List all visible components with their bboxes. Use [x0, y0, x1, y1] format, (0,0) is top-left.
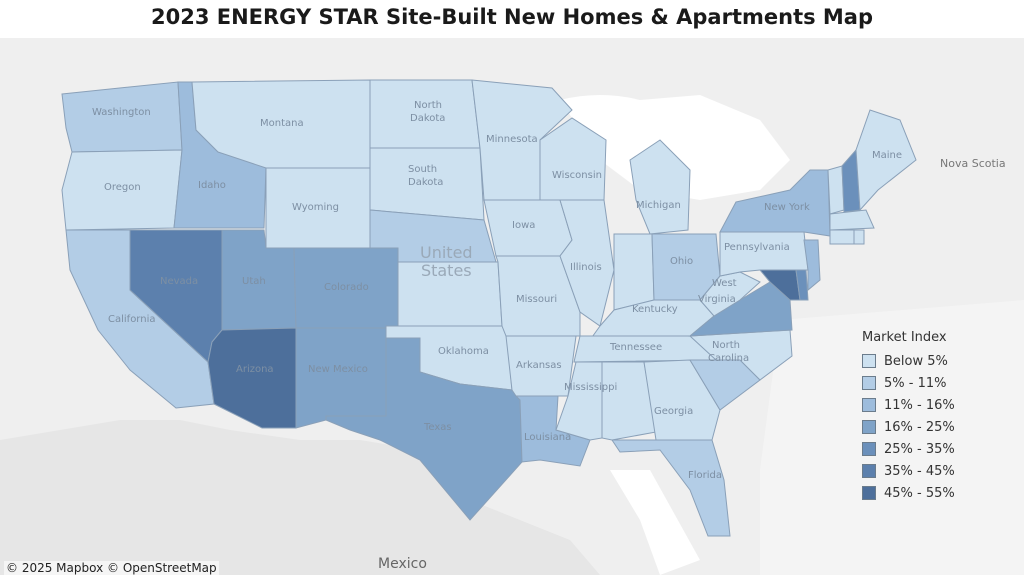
state-georgia[interactable] [643, 359, 721, 441]
choropleth-map[interactable]: Washington Oregon California Nevada Idah… [0, 38, 1024, 575]
label-nevada: Nevada [160, 276, 198, 287]
legend-item[interactable]: 16% - 25% [862, 416, 1012, 438]
label-iowa: Iowa [512, 220, 535, 231]
state-maine[interactable] [855, 109, 917, 212]
legend-swatch [862, 354, 876, 368]
legend-items: Below 5% 5% - 11% 11% - 16% 16% - 25% 25% - … [862, 350, 1012, 504]
state-pennsylvania[interactable] [719, 231, 809, 277]
label-georgia: Georgia [654, 406, 693, 417]
state-texas[interactable] [325, 337, 523, 521]
legend-label: 5% - 11% [884, 375, 947, 391]
label-new-york: New York [764, 202, 810, 213]
legend-swatch [862, 464, 876, 478]
label-utah: Utah [242, 276, 266, 287]
legend-swatch [862, 376, 876, 390]
legend-label: Below 5% [884, 353, 948, 369]
label-new-mexico: New Mexico [308, 364, 368, 375]
label-oklahoma: Oklahoma [438, 346, 489, 357]
state-louisiana[interactable] [514, 395, 591, 467]
label-montana: Montana [260, 118, 304, 129]
label-south-dakota-2: Dakota [408, 177, 443, 188]
label-pennsylvania: Pennsylvania [724, 242, 790, 253]
country-label-line2: States [420, 261, 472, 280]
legend-swatch [862, 486, 876, 500]
country-label-mexico: Mexico [378, 556, 427, 572]
country-label-us: United States [420, 244, 473, 280]
legend-item[interactable]: 11% - 16% [862, 394, 1012, 416]
label-illinois: Illinois [570, 262, 602, 273]
state-new-jersey[interactable] [803, 239, 821, 292]
label-missouri: Missouri [516, 294, 557, 305]
label-wyoming: Wyoming [292, 202, 339, 213]
state-vermont[interactable] [827, 165, 845, 215]
label-ohio: Ohio [670, 256, 693, 267]
legend-swatch [862, 398, 876, 412]
legend-label: 16% - 25% [884, 419, 955, 435]
label-michigan: Michigan [636, 200, 681, 211]
great-lakes-water [560, 95, 790, 200]
label-north-dakota-2: Dakota [410, 113, 445, 124]
state-connecticut[interactable] [829, 229, 855, 245]
state-massachusetts[interactable] [829, 209, 875, 231]
legend-label: 45% - 55% [884, 485, 955, 501]
state-michigan[interactable] [629, 139, 691, 235]
state-rhode-island[interactable] [853, 229, 865, 245]
label-arizona: Arizona [236, 364, 274, 375]
label-florida: Florida [688, 470, 722, 481]
map-canvas[interactable]: Washington Oregon California Nevada Idah… [0, 38, 1024, 575]
label-colorado: Colorado [324, 282, 369, 293]
label-west-virginia-2: Virginia [698, 294, 736, 305]
label-arkansas: Arkansas [516, 360, 562, 371]
label-kentucky: Kentucky [632, 304, 678, 315]
legend-item[interactable]: 5% - 11% [862, 372, 1012, 394]
label-minnesota: Minnesota [486, 134, 538, 145]
mexico-land [0, 420, 600, 575]
legend: Market Index Below 5% 5% - 11% 11% - 16% 16… [862, 330, 1012, 504]
legend-swatch [862, 442, 876, 456]
country-label-line1: United [420, 243, 473, 262]
label-tennessee: Tennessee [609, 342, 662, 353]
label-mississippi: Mississippi [564, 382, 617, 393]
label-idaho: Idaho [198, 180, 226, 191]
state-oregon[interactable] [61, 149, 183, 231]
map-attribution[interactable]: © 2025 Mapbox © OpenStreetMap [4, 561, 219, 575]
label-north-dakota-1: North [414, 100, 442, 111]
label-oregon: Oregon [104, 182, 141, 193]
legend-label: 35% - 45% [884, 463, 955, 479]
region-label-nova-scotia: Nova Scotia [940, 157, 1006, 170]
legend-item[interactable]: Below 5% [862, 350, 1012, 372]
legend-title: Market Index [862, 330, 947, 345]
legend-item[interactable]: 35% - 45% [862, 460, 1012, 482]
legend-swatch [862, 420, 876, 434]
atlantic-water [760, 300, 1024, 575]
state-new-mexico[interactable] [295, 327, 387, 429]
state-alabama[interactable] [601, 361, 657, 441]
label-west-virginia-1: West [712, 278, 737, 289]
label-louisiana: Louisiana [524, 432, 571, 443]
gulf-water [610, 470, 700, 575]
map-title: 2023 ENERGY STAR Site-Built New Homes & … [150, 5, 874, 29]
legend-item[interactable]: 45% - 55% [862, 482, 1012, 504]
label-south-dakota-1: South [408, 164, 437, 175]
label-texas: Texas [423, 422, 452, 433]
state-indiana[interactable] [613, 233, 655, 311]
state-illinois[interactable] [559, 199, 615, 327]
label-maine: Maine [872, 150, 902, 161]
label-wisconsin: Wisconsin [552, 170, 602, 181]
label-north-carolina-1: North [712, 340, 740, 351]
legend-label: 25% - 35% [884, 441, 955, 457]
label-washington: Washington [92, 107, 151, 118]
legend-label: 11% - 16% [884, 397, 955, 413]
state-florida[interactable] [611, 439, 731, 537]
label-california: California [108, 314, 156, 325]
label-north-carolina-2: Carolina [708, 353, 749, 364]
legend-item[interactable]: 25% - 35% [862, 438, 1012, 460]
